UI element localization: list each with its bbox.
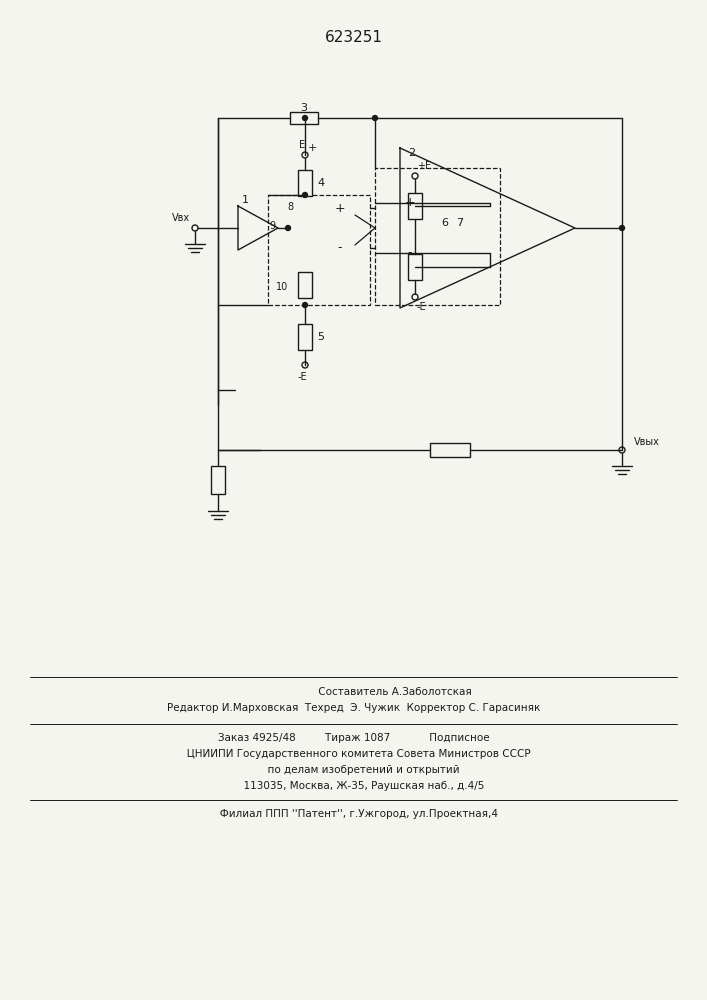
Bar [408, 254, 422, 280]
Circle shape [303, 115, 308, 120]
Text: 8: 8 [287, 202, 293, 212]
Text: 623251: 623251 [325, 30, 383, 45]
Text: ЦНИИПИ Государственного комитета Совета Министров СССР: ЦНИИПИ Государственного комитета Совета … [177, 749, 531, 759]
Bar [375, 168, 500, 305]
Circle shape [303, 192, 308, 198]
Bar [268, 195, 370, 305]
Bar [408, 193, 422, 219]
Text: 4: 4 [317, 178, 324, 188]
Circle shape [303, 302, 308, 308]
Bar [430, 443, 470, 457]
Text: 3: 3 [300, 103, 308, 113]
Text: 113035, Москва, Ж-35, Раушская наб., д.4/5: 113035, Москва, Ж-35, Раушская наб., д.4… [224, 781, 484, 791]
Text: -: - [408, 246, 412, 259]
Circle shape [619, 226, 624, 231]
Text: по делам изобретений и открытий: по делам изобретений и открытий [248, 765, 460, 775]
Text: +: + [308, 143, 317, 153]
Circle shape [286, 226, 291, 231]
Bar [298, 272, 312, 298]
Text: 5: 5 [317, 332, 324, 342]
Text: -E: -E [297, 372, 307, 382]
Text: Vвх: Vвх [172, 213, 190, 223]
Text: 2: 2 [408, 148, 415, 158]
Text: Составитель А.Заболотская: Составитель А.Заболотская [237, 687, 472, 697]
Text: -E: -E [417, 302, 426, 312]
Text: +E: +E [417, 161, 431, 171]
Text: 6: 6 [441, 218, 448, 228]
Text: Vвых: Vвых [634, 437, 660, 447]
Bar [298, 324, 312, 350]
Bar [290, 112, 318, 124]
Text: E: E [299, 140, 305, 150]
Text: Редактор И.Марховская  Техред  Э. Чужик  Корректор С. Гарасиняк: Редактор И.Марховская Техред Э. Чужик Ко… [168, 703, 541, 713]
Text: 9: 9 [269, 221, 275, 231]
Bar [211, 466, 225, 494]
Text: +: + [334, 202, 345, 215]
Text: 7: 7 [457, 218, 464, 228]
Text: +: + [404, 196, 415, 210]
Text: Филиал ППП ''Патент'', г.Ужгород, ул.Проектная,4: Филиал ППП ''Патент'', г.Ужгород, ул.Про… [210, 809, 498, 819]
Text: -: - [338, 241, 342, 254]
Text: 10: 10 [276, 282, 288, 292]
Circle shape [373, 115, 378, 120]
Bar [298, 170, 312, 196]
Text: Заказ 4925/48         Тираж 1087            Подписное: Заказ 4925/48 Тираж 1087 Подписное [218, 733, 490, 743]
Text: 1: 1 [242, 195, 249, 205]
